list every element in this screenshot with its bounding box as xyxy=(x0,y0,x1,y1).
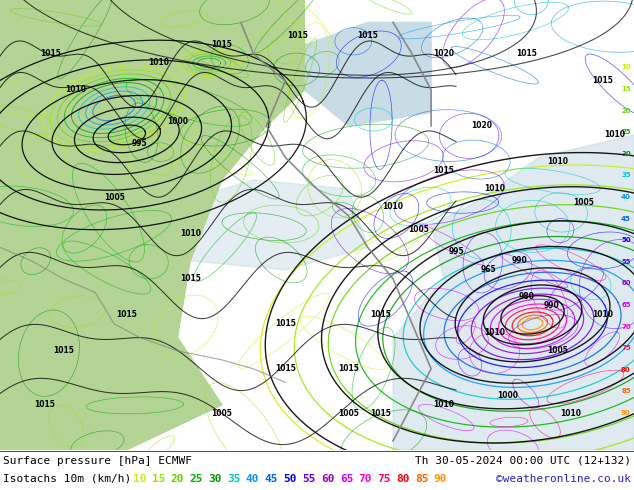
Text: 90: 90 xyxy=(434,474,448,484)
Text: 90: 90 xyxy=(621,410,631,416)
Text: 1015: 1015 xyxy=(212,41,232,49)
Text: ©weatheronline.co.uk: ©weatheronline.co.uk xyxy=(496,474,631,484)
Text: 1015: 1015 xyxy=(592,76,612,85)
Text: 1010: 1010 xyxy=(65,85,87,95)
Text: 1000: 1000 xyxy=(496,392,518,400)
Text: 1015: 1015 xyxy=(117,310,137,319)
Text: 1000: 1000 xyxy=(167,117,188,126)
Text: 35: 35 xyxy=(227,474,240,484)
Polygon shape xyxy=(178,180,368,270)
Text: 1005: 1005 xyxy=(408,225,429,234)
Text: 30: 30 xyxy=(208,474,222,484)
Text: 1005: 1005 xyxy=(548,346,568,355)
Text: 20: 20 xyxy=(171,474,184,484)
Text: 45: 45 xyxy=(264,474,278,484)
Polygon shape xyxy=(304,23,431,126)
Text: 45: 45 xyxy=(621,216,631,221)
Text: 990: 990 xyxy=(512,256,527,266)
Text: 65: 65 xyxy=(621,302,631,308)
Text: 10: 10 xyxy=(133,474,146,484)
Text: 85: 85 xyxy=(415,474,429,484)
Text: 70: 70 xyxy=(621,323,631,330)
Text: 1010: 1010 xyxy=(148,58,169,68)
Text: 15: 15 xyxy=(621,86,631,92)
Text: 35: 35 xyxy=(621,172,631,178)
Text: 1020: 1020 xyxy=(471,122,493,130)
Text: 1015: 1015 xyxy=(41,49,61,58)
Text: Isotachs 10m (km/h): Isotachs 10m (km/h) xyxy=(3,474,138,484)
Text: 1015: 1015 xyxy=(434,167,454,175)
Text: 1015: 1015 xyxy=(275,319,295,328)
Text: 75: 75 xyxy=(621,345,631,351)
Text: 1005: 1005 xyxy=(212,409,232,418)
Text: 25: 25 xyxy=(621,129,631,135)
Text: 15: 15 xyxy=(152,474,165,484)
Text: 1010: 1010 xyxy=(592,310,613,319)
Text: 1010: 1010 xyxy=(484,328,505,338)
Text: 80: 80 xyxy=(396,474,410,484)
Text: 40: 40 xyxy=(246,474,259,484)
Text: 1015: 1015 xyxy=(358,31,378,41)
Text: 75: 75 xyxy=(377,474,391,484)
Polygon shape xyxy=(393,135,634,450)
Text: Th 30-05-2024 00:00 UTC (12+132): Th 30-05-2024 00:00 UTC (12+132) xyxy=(415,456,631,466)
Text: 995: 995 xyxy=(132,140,147,148)
Text: 1015: 1015 xyxy=(53,346,74,355)
Text: 25: 25 xyxy=(190,474,203,484)
Text: 1010: 1010 xyxy=(560,409,581,418)
Text: 1010: 1010 xyxy=(382,202,404,211)
Text: 60: 60 xyxy=(321,474,335,484)
Text: 1010: 1010 xyxy=(547,157,569,167)
Text: 10: 10 xyxy=(621,65,631,71)
Text: 995: 995 xyxy=(449,247,464,256)
Text: 965: 965 xyxy=(481,266,496,274)
Text: 55: 55 xyxy=(302,474,316,484)
Text: 1005: 1005 xyxy=(104,194,124,202)
Text: 1015: 1015 xyxy=(516,49,536,58)
Text: 1005: 1005 xyxy=(339,409,359,418)
Text: 1005: 1005 xyxy=(573,198,593,207)
Text: 65: 65 xyxy=(340,474,353,484)
Text: 1015: 1015 xyxy=(370,409,391,418)
Text: 1010: 1010 xyxy=(179,229,201,239)
Text: 980: 980 xyxy=(518,293,534,301)
Text: Surface pressure [hPa] ECMWF: Surface pressure [hPa] ECMWF xyxy=(3,456,192,466)
Text: 20: 20 xyxy=(621,108,631,114)
Text: 1015: 1015 xyxy=(370,310,391,319)
Text: 1015: 1015 xyxy=(275,365,295,373)
Text: 1015: 1015 xyxy=(339,365,359,373)
Text: 40: 40 xyxy=(621,194,631,200)
Text: 55: 55 xyxy=(621,259,631,265)
Text: 1010: 1010 xyxy=(433,400,455,409)
Text: 80: 80 xyxy=(621,367,631,373)
Text: 1015: 1015 xyxy=(180,274,200,283)
Text: 1015: 1015 xyxy=(288,31,308,41)
Text: 1020: 1020 xyxy=(433,49,455,58)
Text: 50: 50 xyxy=(621,237,631,243)
Text: 85: 85 xyxy=(621,389,631,394)
Text: 70: 70 xyxy=(359,474,372,484)
Text: 60: 60 xyxy=(621,280,631,286)
Text: 1010: 1010 xyxy=(604,130,626,140)
Text: 1015: 1015 xyxy=(34,400,55,409)
Text: 1010: 1010 xyxy=(484,184,505,194)
Text: 990: 990 xyxy=(544,301,559,310)
Text: 30: 30 xyxy=(621,151,631,157)
Polygon shape xyxy=(0,0,304,450)
Text: 50: 50 xyxy=(283,474,297,484)
